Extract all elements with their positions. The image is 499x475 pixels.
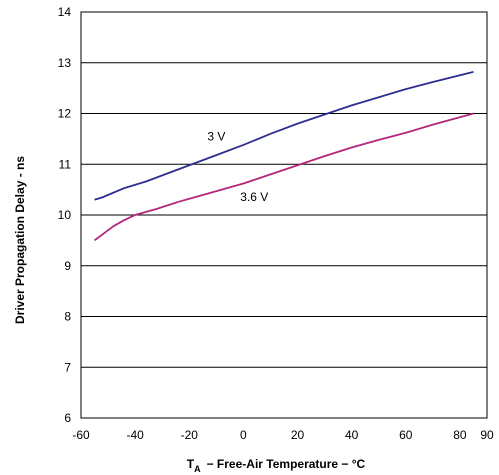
series-label-1: 3.6 V [240, 190, 268, 204]
y-tick-label: 10 [58, 208, 72, 222]
horizontal-gridlines [81, 11, 487, 419]
x-axis-title: TA − Free-Air Temperature − °C [187, 457, 366, 474]
y-tick-label: 6 [64, 411, 71, 425]
y-axis-title: Driver Propagation Delay - ns [13, 156, 27, 324]
y-tick-labels: 6 7 8 9 10 11 12 13 14 [58, 5, 72, 425]
series-label-0: 3 V [207, 129, 225, 143]
x-tick-label: 0 [240, 428, 247, 442]
x-tick-label: 20 [291, 428, 305, 442]
y-tick-label: 9 [64, 259, 71, 273]
x-tick-label: 90 [480, 428, 494, 442]
y-tick-label: 13 [58, 56, 72, 70]
x-tick-label: 60 [399, 428, 413, 442]
x-tick-label: -20 [181, 428, 199, 442]
y-tick-label: 8 [64, 310, 71, 324]
x-axis-title-rest: − Free-Air Temperature − °C [207, 457, 366, 471]
y-tick-label: 12 [58, 107, 72, 121]
series-line-0 [94, 71, 474, 201]
plot-frame [80, 11, 488, 419]
series-line-1 [93, 112, 474, 242]
x-tick-labels: -60 -40 -20 0 20 40 60 80 90 [72, 428, 494, 442]
y-tick-label: 14 [58, 5, 72, 19]
series-annotations: 3 V 3.6 V [207, 129, 268, 204]
x-tick-label: 80 [453, 428, 467, 442]
y-tick-label: 7 [64, 360, 71, 374]
x-tick-label: -40 [126, 428, 144, 442]
x-axis-symbol: T [187, 457, 195, 471]
x-tick-label: -60 [72, 428, 90, 442]
x-axis-subscript: A [194, 464, 201, 474]
series-lines [93, 71, 474, 242]
y-tick-label: 11 [59, 157, 72, 171]
x-tick-label: 40 [345, 428, 359, 442]
